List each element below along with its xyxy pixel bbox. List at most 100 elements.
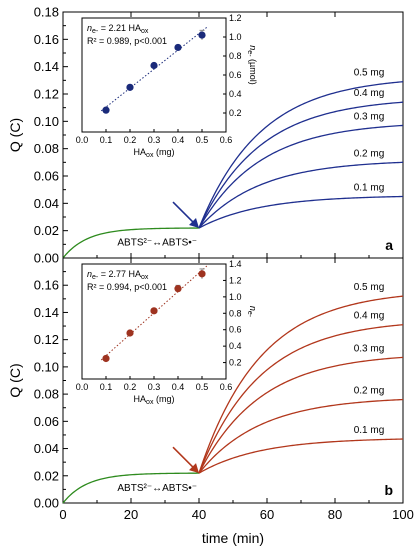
series-label: 0.5 mg: [354, 68, 385, 79]
y-tick-label: 0.02: [34, 223, 59, 238]
injection-arrowhead: [189, 463, 199, 474]
y-tick-label: 0.00: [34, 496, 59, 511]
series-label: 0.1 mg: [354, 425, 385, 436]
y-tick-label: 0.04: [34, 441, 59, 456]
inset-x-tick-label: 0.2: [124, 135, 137, 145]
y-tick-label: 0.12: [34, 332, 59, 347]
y-tick-label: 0.16: [34, 278, 59, 293]
y-tick-label: 0.16: [34, 32, 59, 47]
series-line: [198, 398, 404, 474]
inset-x-tick-label: 0.0: [76, 135, 89, 145]
series-line: [198, 101, 404, 229]
inset-y-label: ne- (µmol): [246, 45, 258, 84]
x-tick-label: 80: [328, 507, 342, 522]
injection-arrowhead: [189, 218, 199, 229]
y-tick-label: 0.10: [34, 114, 59, 129]
y-tick-label: 0.06: [34, 169, 59, 184]
panel-b: 0.000.020.040.060.080.100.120.140.160 20 4…: [7, 257, 414, 522]
inset-point: [198, 270, 206, 278]
y-tick-label: 0.12: [34, 87, 59, 102]
inset-y-tick-label: 0.8: [229, 51, 242, 61]
panel-letter: a: [385, 237, 393, 253]
inset-y-tick-label: 1.2: [229, 275, 242, 285]
inset-stats: R² = 0.989, p<0.001: [87, 36, 167, 46]
inset-point: [174, 43, 182, 52]
inset-y-tick-label: 0.6: [229, 70, 242, 80]
inset-y-tick-label: 0.6: [229, 325, 242, 335]
panel-a: 0.00 0.02 0.04 0.06 0.08 0.10 0.12 0.14 0.16 0.18…: [7, 5, 404, 266]
inset-x-tick-label: 0.4: [172, 135, 185, 145]
y-tick-label: 0.10: [34, 359, 59, 374]
inset: 0.0 0.1 0.2 0.3 0.4 0.5 0.6 0.2 0.4 0.6 0.8 1.0 1.2 1…: [76, 259, 258, 406]
inset-y-tick-label: 0.8: [229, 308, 242, 318]
inset-x-tick-label: 0.1: [100, 135, 113, 145]
y-tick-label: 0.04: [34, 196, 59, 211]
equilibrium-label: ABTS²⁻↔ABTS•⁻: [117, 483, 197, 494]
inset-y-tick-label: 0.4: [229, 89, 242, 99]
inset-y-label: ne-: [246, 306, 258, 318]
injection-arrow: [172, 201, 197, 226]
inset-x-tick-label: 0.6: [220, 135, 233, 145]
x-axis-label: time (min): [202, 530, 264, 546]
inset-y-tick-label: 1.0: [229, 32, 242, 42]
series-line: [198, 81, 404, 229]
panel-letter: b: [384, 482, 393, 498]
inset-x-tick-label: 0.0: [76, 382, 89, 392]
y-tick-label: 0.08: [34, 141, 59, 156]
series-line: [198, 438, 404, 474]
inset-point: [126, 329, 134, 337]
inset-x-tick-label: 0.1: [100, 382, 113, 392]
series-line: [198, 324, 404, 474]
inset-x-tick-label: 0.3: [148, 382, 161, 392]
y-tick-label: 0.14: [34, 59, 59, 74]
inset-point: [198, 31, 206, 39]
plot-frame: [62, 11, 404, 259]
inset-x-tick-label: 0.5: [196, 382, 209, 392]
series-label: 0.1 mg: [354, 183, 385, 194]
y-tick-label: 0.14: [34, 305, 59, 320]
x-tick-label: 40: [192, 507, 206, 522]
series-label: 0.4 mg: [354, 88, 385, 99]
inset-y-tick-label: 0.4: [229, 341, 242, 351]
x-tick-label: 60: [260, 507, 274, 522]
y-tick-label: 0.06: [34, 414, 59, 429]
inset-point: [150, 307, 158, 315]
inset-equation: ne- = 2.77 HAox: [87, 269, 149, 281]
series-line: [198, 356, 404, 474]
inset-x-tick-label: 0.2: [124, 382, 137, 392]
series-label: 0.5 mg: [354, 282, 385, 293]
y-tick-label: 0.02: [34, 468, 59, 483]
inset-x-tick-label: 0.6: [220, 382, 233, 392]
y-tick-label: 0.00: [34, 251, 59, 266]
series-line: [198, 195, 404, 229]
inset-y-tick-label: 1.0: [229, 292, 242, 302]
x-tick-label: 0: [59, 507, 66, 522]
y-tick-label: 0.18: [34, 5, 59, 20]
series-label: 0.3 mg: [354, 343, 385, 354]
series-line: [198, 161, 404, 229]
series-label: 0.2 mg: [354, 386, 385, 397]
y-axis-label: Q (C): [7, 118, 23, 152]
inset-point: [102, 106, 110, 114]
series-line: [198, 295, 404, 474]
inset-x-tick-label: 0.5: [196, 135, 209, 145]
inset-equation: ne- = 2.21 HAox: [87, 23, 149, 35]
x-tick-label: 20: [124, 507, 138, 522]
y-axis-label: Q (C): [7, 363, 23, 397]
inset-point: [150, 61, 158, 70]
series-label: 0.2 mg: [354, 148, 385, 159]
y-tick-label: 0.08: [34, 387, 59, 402]
inset-point: [174, 285, 182, 293]
inset-x-label: HAox (mg): [134, 147, 175, 159]
inset-y-tick-label: 1.2: [229, 13, 242, 23]
series-line: [198, 124, 404, 229]
inset-y-tick-label: 0.2: [229, 108, 242, 118]
baseline-curve: [62, 227, 200, 259]
inset-point: [102, 354, 110, 363]
x-tick-label: 100: [392, 507, 414, 522]
baseline-curve: [62, 472, 200, 504]
series-label: 0.4 mg: [354, 311, 385, 322]
injection-arrow: [172, 446, 197, 471]
inset-y-tick-label: 0.2: [229, 358, 242, 368]
